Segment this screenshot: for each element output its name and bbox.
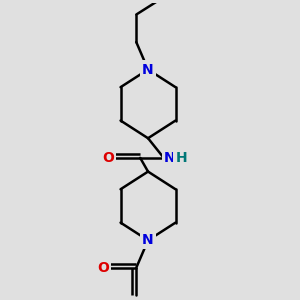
- Text: O: O: [102, 151, 114, 165]
- Text: O: O: [97, 261, 109, 275]
- Text: N: N: [142, 233, 154, 247]
- Text: N: N: [164, 151, 176, 165]
- Text: H: H: [176, 151, 187, 165]
- Text: N: N: [142, 62, 154, 76]
